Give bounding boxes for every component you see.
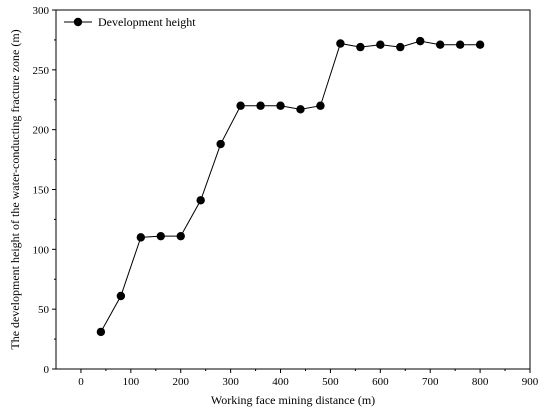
y-axis-label: The development height of the water-cond… bbox=[8, 29, 22, 349]
y-tick-label: 150 bbox=[33, 185, 50, 197]
series bbox=[96, 36, 485, 337]
data-point bbox=[96, 327, 106, 337]
y-tick-label: 250 bbox=[33, 65, 50, 77]
x-tick-label: 400 bbox=[272, 376, 289, 388]
data-point bbox=[336, 39, 345, 48]
x-tick-label: 0 bbox=[78, 376, 84, 388]
x-tick-label: 300 bbox=[222, 376, 239, 388]
y-tick-label: 50 bbox=[38, 304, 50, 316]
data-point bbox=[116, 291, 126, 301]
data-point bbox=[435, 40, 445, 49]
legend-marker bbox=[73, 17, 83, 27]
plot-frame bbox=[55, 9, 531, 370]
data-point bbox=[196, 196, 205, 205]
data-point bbox=[136, 233, 146, 242]
x-tick-label: 800 bbox=[472, 376, 489, 388]
x-tick-label: 600 bbox=[372, 376, 389, 388]
x-tick-label: 900 bbox=[522, 376, 539, 388]
data-point bbox=[396, 42, 405, 52]
x-tick-label: 200 bbox=[172, 376, 189, 388]
data-point bbox=[376, 40, 385, 49]
legend: Development height bbox=[64, 15, 196, 29]
data-point bbox=[316, 101, 325, 110]
data-point bbox=[176, 231, 185, 241]
data-point bbox=[455, 40, 465, 49]
y-tick-label: 0 bbox=[44, 364, 50, 376]
x-tick-label: 100 bbox=[123, 376, 140, 388]
y-tick-label: 300 bbox=[33, 5, 50, 17]
data-point bbox=[216, 139, 225, 149]
legend-label: Development height bbox=[98, 15, 196, 29]
data-point bbox=[256, 101, 265, 110]
series-line bbox=[100, 40, 481, 333]
y-tick-label: 200 bbox=[33, 125, 50, 137]
data-point bbox=[276, 101, 285, 110]
data-point bbox=[236, 101, 245, 110]
data-point bbox=[156, 231, 165, 241]
data-point bbox=[296, 105, 305, 114]
x-tick-label: 700 bbox=[422, 376, 439, 388]
x-tick-label: 500 bbox=[322, 376, 339, 388]
x-axis-label: Working face mining distance (m) bbox=[211, 393, 375, 407]
axes: 0 100 200 300 400 500 600 700 800 900 0 50 100 150 200… bbox=[33, 5, 539, 388]
y-tick-label: 100 bbox=[33, 244, 50, 256]
data-point bbox=[416, 36, 425, 46]
data-point bbox=[475, 40, 485, 49]
data-point bbox=[356, 42, 365, 52]
